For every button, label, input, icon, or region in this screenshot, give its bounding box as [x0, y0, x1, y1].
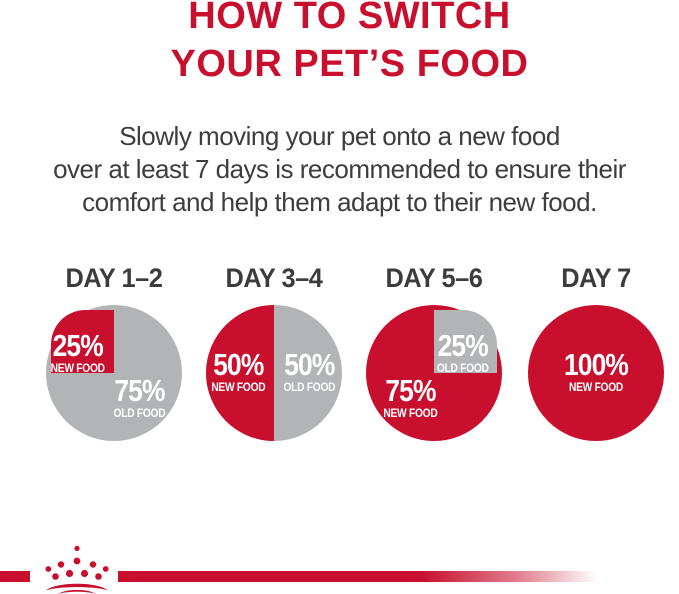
pie-slice-old-food-25 — [434, 310, 497, 373]
pie-chart-day-5-6: 25% OLD FOOD 75% NEW FOOD — [366, 305, 502, 441]
slice-percent: 25% — [437, 327, 488, 363]
page-title-line1: HOW TO SWITCH — [188, 0, 511, 37]
pie-chart-day-1-2: 25% NEW FOOD 75% OLD FOOD — [46, 305, 182, 441]
pie-slice-new-food-25 — [51, 310, 114, 373]
slice-percent: 50% — [213, 346, 265, 382]
slice-label-old-food: 75% OLD FOOD — [106, 372, 173, 420]
intro-text: Slowly moving your pet onto a new food o… — [0, 120, 679, 219]
day-column-1-2: DAY 1–2 25% NEW FOOD 75% OLD FOOD — [34, 263, 194, 441]
day-label-1-2: DAY 1–2 — [65, 263, 163, 293]
slice-name: OLD FOOD — [113, 405, 166, 420]
day-column-3-4: DAY 3–4 50% NEW FOOD 50% OLD FOOD — [194, 263, 354, 441]
page-title: HOW TO SWITCH YOUR PET’S FOOD — [10, 0, 679, 88]
day-label-5-6: DAY 5–6 — [385, 263, 483, 293]
day-label-3-4: DAY 3–4 — [225, 263, 323, 293]
pie-chart-day-3-4: 50% NEW FOOD 50% OLD FOOD — [206, 305, 342, 441]
slice-name: NEW FOOD — [211, 379, 266, 394]
brand-bar-logo-gap — [30, 569, 118, 584]
brand-bar — [0, 571, 679, 582]
slice-label-new-food: 75% NEW FOOD — [377, 372, 444, 420]
intro-text-line3: comfort and help them adapt to their new… — [82, 187, 597, 217]
slice-label-new-food: 100% NEW FOOD — [538, 346, 654, 394]
slice-percent: 100% — [563, 346, 629, 382]
intro-text-line1: Slowly moving your pet onto a new food — [119, 121, 560, 151]
slice-label-new-food: 50% NEW FOOD — [209, 346, 269, 394]
slice-name: NEW FOOD — [568, 379, 624, 394]
slice-percent: 75% — [114, 372, 166, 408]
slice-label-old-food: 50% OLD FOOD — [279, 346, 339, 394]
day-label-7: DAY 7 — [561, 263, 631, 293]
slice-name: NEW FOOD — [50, 360, 105, 375]
day-column-7: DAY 7 100% NEW FOOD — [516, 263, 676, 441]
slice-name: NEW FOOD — [383, 405, 438, 420]
slice-label-old-food: 25% OLD FOOD — [431, 327, 493, 375]
intro-text-line2: over at least 7 days is recommended to e… — [53, 154, 626, 184]
slice-percent: 25% — [52, 327, 103, 363]
slice-percent: 75% — [385, 372, 437, 408]
day-column-5-6: DAY 5–6 25% OLD FOOD 75% NEW FOOD — [354, 263, 514, 441]
slice-percent: 50% — [284, 346, 335, 382]
slice-name: OLD FOOD — [436, 360, 489, 375]
slice-name: OLD FOOD — [283, 379, 336, 394]
royal-canin-crown-icon — [45, 545, 109, 594]
slice-label-new-food: 25% NEW FOOD — [46, 327, 108, 375]
pie-chart-day-7: 100% NEW FOOD — [528, 305, 664, 441]
page-title-line2: YOUR PET’S FOOD — [170, 43, 529, 85]
